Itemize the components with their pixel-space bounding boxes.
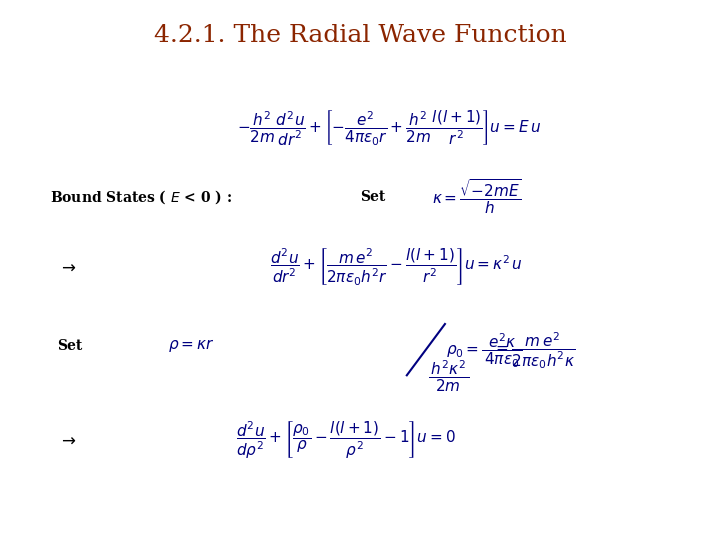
Text: Set: Set: [360, 190, 385, 204]
Text: $-\dfrac{h^2}{2m}\dfrac{d^2u}{dr^2} + \left[-\dfrac{e^2}{4\pi\varepsilon_0 r} + : $-\dfrac{h^2}{2m}\dfrac{d^2u}{dr^2} + \l…: [237, 108, 541, 147]
Text: $\kappa = \dfrac{\sqrt{-2mE}}{h}$: $\kappa = \dfrac{\sqrt{-2mE}}{h}$: [432, 178, 521, 217]
Text: $= \dfrac{m\,e^2}{2\pi\varepsilon_0 h^2\kappa}$: $= \dfrac{m\,e^2}{2\pi\varepsilon_0 h^2\…: [493, 330, 575, 372]
Text: 4.2.1. The Radial Wave Function: 4.2.1. The Radial Wave Function: [153, 24, 567, 48]
Text: Bound States ( $\mathit{E}$ < 0 ) :: Bound States ( $\mathit{E}$ < 0 ) :: [50, 188, 233, 206]
Text: $\rho = \kappa r$: $\rho = \kappa r$: [168, 337, 214, 354]
Text: $\dfrac{d^2u}{d\rho^2} + \left[\dfrac{\rho_0}{\rho} - \dfrac{l(l+1)}{\rho^2} - 1: $\dfrac{d^2u}{d\rho^2} + \left[\dfrac{\r…: [235, 420, 456, 461]
Text: $\dfrac{\,h^2\kappa^2\,}{\,2m\,}$: $\dfrac{\,h^2\kappa^2\,}{\,2m\,}$: [428, 359, 470, 394]
Text: Set: Set: [58, 339, 83, 353]
Text: $\rho_0 = \dfrac{\,e^2\kappa\,}{\,4\pi\varepsilon_0\,}$: $\rho_0 = \dfrac{\,e^2\kappa\,}{\,4\pi\v…: [446, 332, 523, 370]
Text: $\dfrac{d^2u}{dr^2} + \left[\dfrac{m\,e^2}{2\pi\varepsilon_0 h^2 r} - \dfrac{l(l: $\dfrac{d^2u}{dr^2} + \left[\dfrac{m\,e^…: [269, 247, 523, 288]
Text: $\rightarrow$: $\rightarrow$: [58, 431, 76, 449]
Text: $\rightarrow$: $\rightarrow$: [58, 259, 76, 276]
